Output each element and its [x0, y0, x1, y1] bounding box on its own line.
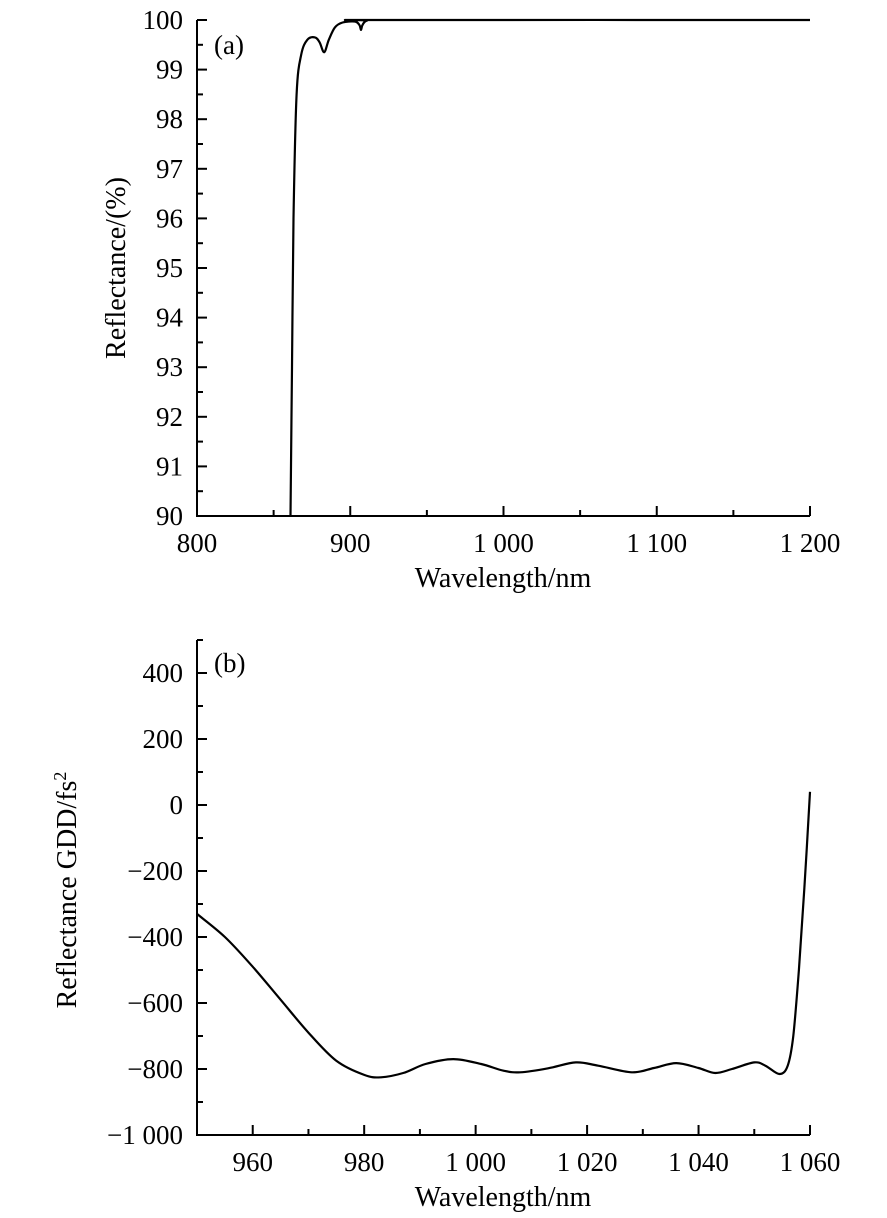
x-tick-label-b: 1 040 — [668, 1147, 729, 1177]
x-tick-label-a: 900 — [330, 528, 371, 558]
y-tick-label-a: 92 — [156, 402, 183, 432]
y-tick-label-a: 91 — [156, 451, 183, 481]
y-tick-label-a: 93 — [156, 352, 183, 382]
y-tick-label-b: −400 — [127, 922, 183, 952]
x-tick-label-a: 1 200 — [780, 528, 841, 558]
y-tick-label-b: −600 — [127, 988, 183, 1018]
panel-a-reflectance-chart: (a) Wavelength/nm Reflectance/(%) 800 900… — [101, 5, 840, 594]
x-tick-label-b: 1 000 — [445, 1147, 506, 1177]
y-tick-label-a: 94 — [156, 303, 184, 333]
panel-label-a: (a) — [214, 30, 244, 60]
y-axis-title-b-superscript: 2 — [50, 772, 70, 781]
x-tick-label-b: 960 — [232, 1147, 273, 1177]
series-line-b — [196, 791, 812, 1079]
y-tick-label-a: 95 — [156, 253, 183, 283]
y-tick-label-b: 200 — [143, 724, 184, 754]
panel-b-gdd-chart: (b) Wavelength/nm Reflectance GDD/fs2 96… — [50, 639, 841, 1213]
y-tick-label-b: 0 — [170, 790, 184, 820]
x-tick-label-b: 1 060 — [780, 1147, 841, 1177]
y-axis-title-a: Reflectance/(%) — [101, 177, 132, 359]
y-tick-label-a: 90 — [156, 501, 183, 531]
x-tick-label-b: 980 — [344, 1147, 385, 1177]
y-tick-label-a: 97 — [156, 154, 183, 184]
x-tick-label-a: 800 — [177, 528, 218, 558]
x-tick-label-b: 1 020 — [557, 1147, 618, 1177]
x-axis-title-a: Wavelength/nm — [415, 563, 592, 594]
y-tick-label-a: 96 — [156, 203, 183, 233]
x-axis-title-b: Wavelength/nm — [415, 1182, 592, 1213]
y-axis-title-b-text: Reflectance GDD/fs — [52, 781, 83, 1009]
y-tick-label-b: 400 — [143, 658, 184, 688]
x-tick-label-a: 1 100 — [626, 528, 687, 558]
y-tick-label-a: 98 — [156, 104, 183, 134]
y-axis-title-b: Reflectance GDD/fs2 — [50, 772, 83, 1009]
series-line-a — [289, 18, 811, 517]
x-tick-label-a: 1 000 — [473, 528, 534, 558]
panel-label-b: (b) — [214, 648, 245, 678]
y-tick-label-b: −800 — [127, 1054, 183, 1084]
y-tick-label-b: −200 — [127, 856, 183, 886]
y-tick-label-b: −1 000 — [107, 1120, 183, 1150]
y-tick-label-a: 100 — [143, 5, 184, 35]
y-tick-label-a: 99 — [156, 55, 183, 85]
